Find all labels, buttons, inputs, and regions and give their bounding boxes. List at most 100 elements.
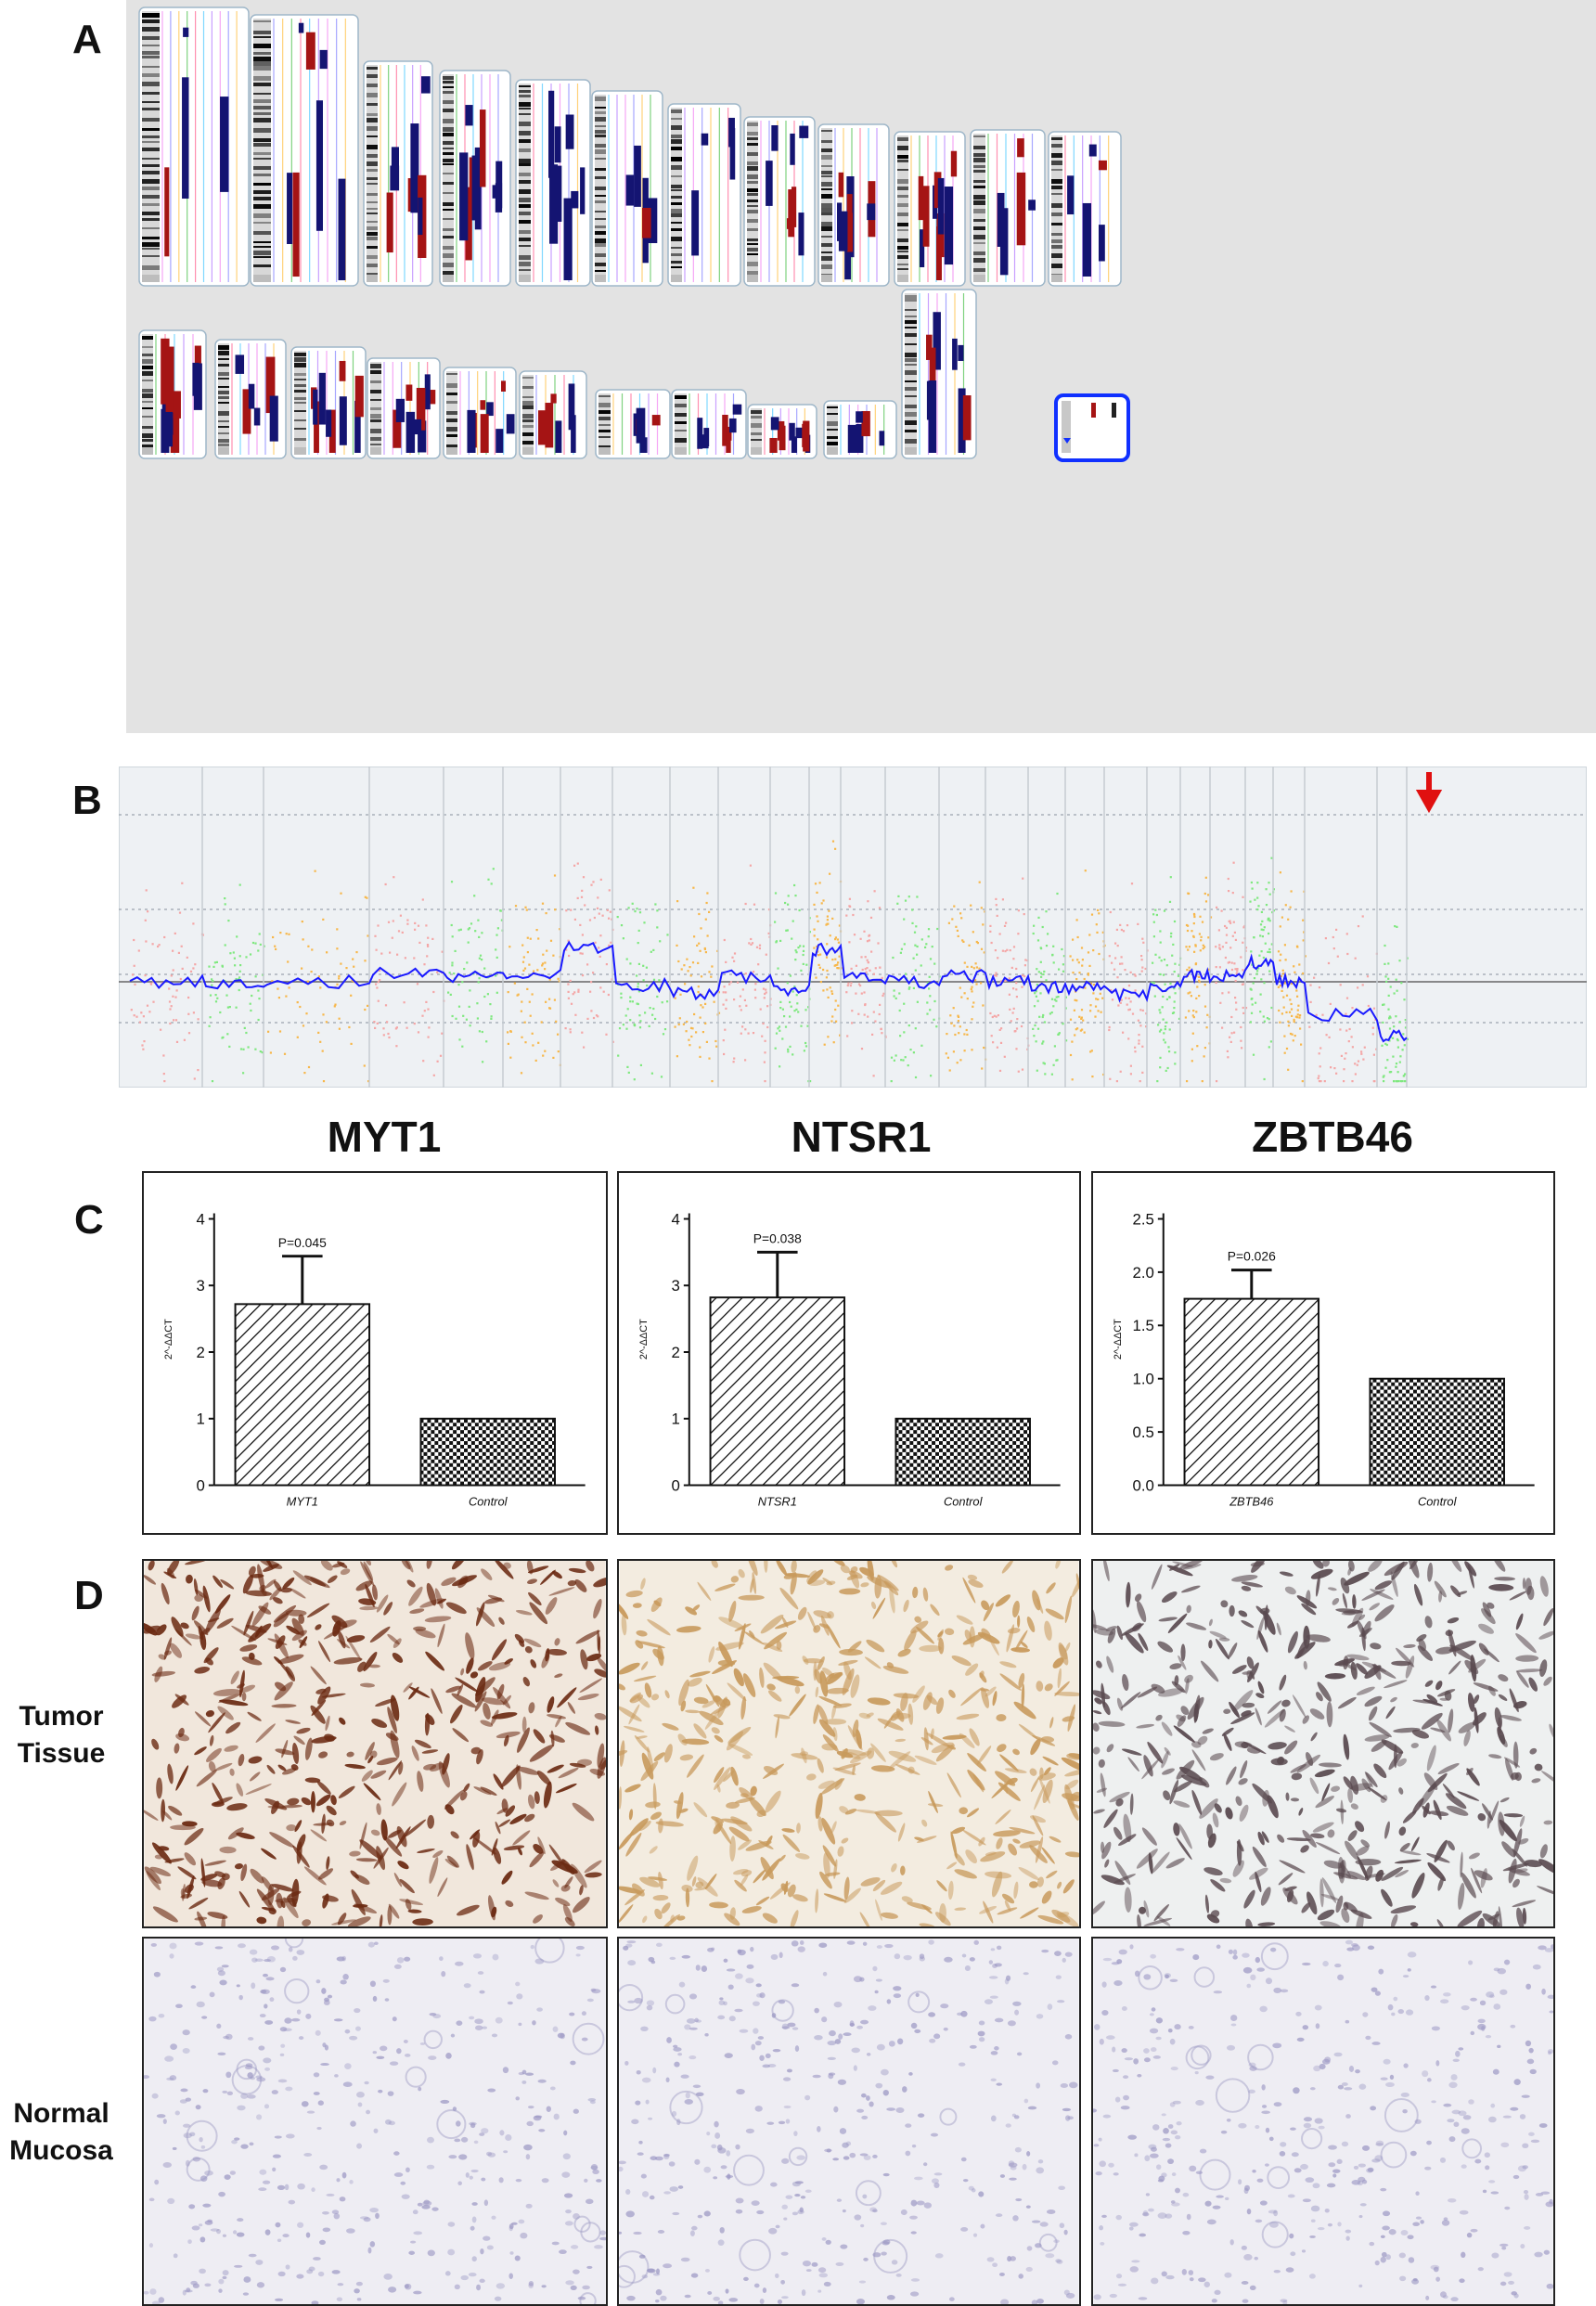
cell-nucleus (298, 2036, 304, 2041)
stained-cell (281, 1739, 289, 1758)
probe-dot (868, 934, 871, 936)
stained-cell (1064, 1642, 1071, 1653)
stained-cell (776, 1561, 788, 1576)
probe-dot (749, 864, 752, 867)
probe-dot (822, 899, 825, 902)
stained-cell (379, 1914, 383, 1926)
stained-cell (823, 1852, 830, 1878)
probe-dot (1389, 1016, 1392, 1019)
cell-nucleus (277, 2184, 286, 2190)
stained-cell (983, 1900, 994, 1924)
gland-structure (572, 2022, 605, 2055)
cell-nucleus (463, 1983, 471, 1989)
stained-cell (1191, 1789, 1203, 1815)
stained-cell (1460, 1851, 1463, 1878)
probe-dot (1279, 985, 1281, 987)
cell-nucleus (154, 2179, 160, 2185)
stained-cell (1422, 1698, 1443, 1707)
probe-dot (525, 908, 528, 911)
probe-dot (1169, 982, 1172, 985)
probe-dot (552, 954, 555, 957)
cnv-segment (538, 410, 547, 445)
probe-dot (1062, 963, 1064, 966)
stained-cell (184, 1884, 194, 1893)
probe-dot (145, 889, 148, 892)
probe-dot (637, 990, 640, 993)
stained-cell (959, 1807, 969, 1815)
probe-dot (1039, 972, 1042, 974)
stained-cell (1116, 1625, 1124, 1641)
probe-dot (1263, 982, 1266, 985)
cnv-segment (879, 431, 885, 446)
stained-cell (1242, 1702, 1255, 1708)
probe-dot (1021, 986, 1023, 988)
probe-dot (700, 927, 702, 930)
stained-cell (866, 1712, 874, 1718)
stained-cell (763, 1662, 783, 1681)
chromosome-segment (564, 862, 614, 1049)
probe-dot (832, 1041, 835, 1044)
probe-dot (277, 987, 279, 990)
stained-cell (1270, 1758, 1288, 1766)
stained-cell (1352, 1594, 1357, 1609)
stained-cell (995, 1771, 1016, 1786)
probe-dot (1229, 947, 1232, 949)
chromosome-band (142, 141, 160, 143)
stained-cell (628, 1704, 640, 1725)
probe-dot (800, 969, 803, 972)
probe-dot (867, 961, 869, 964)
stained-cell (1391, 1660, 1411, 1667)
chromosome-band (370, 429, 381, 433)
cell-nucleus (423, 2199, 431, 2205)
probe-dot (573, 991, 576, 994)
stained-cell (817, 1705, 829, 1725)
probe-dot (183, 1038, 186, 1041)
stained-cell (144, 1809, 159, 1821)
cnv-segment (936, 213, 945, 258)
probe-dot (680, 968, 683, 971)
chromosome-label-box (142, 275, 160, 282)
probe-dot (1303, 931, 1306, 934)
cnv-segment (691, 190, 700, 256)
stained-cell (1430, 1727, 1446, 1733)
chromosome-band (443, 127, 454, 132)
y-tick-label: 3 (197, 1277, 205, 1295)
probe-dot (1389, 986, 1392, 988)
stained-cell (423, 1763, 437, 1771)
cell-nucleus (481, 2128, 489, 2134)
stained-cell (1436, 1719, 1451, 1742)
cell-nucleus (336, 2297, 343, 2302)
stained-cell (261, 1848, 277, 1860)
chromosome-band (142, 212, 160, 215)
cell-nucleus (515, 1981, 521, 1987)
probe-dot (133, 1014, 135, 1017)
probe-dot (926, 1012, 929, 1015)
stained-cell (1178, 1823, 1192, 1849)
probe-dot (319, 1040, 322, 1043)
probe-dot (1225, 926, 1228, 929)
probe-dot (827, 1036, 830, 1038)
probe-dot (913, 931, 917, 934)
probe-dot (823, 1043, 826, 1046)
stained-cell (1390, 1696, 1397, 1703)
probe-dot (1099, 992, 1101, 995)
cnv-segment (771, 124, 779, 151)
cell-nucleus (369, 1980, 376, 1988)
stained-cell (1498, 1674, 1509, 1682)
probe-dot (758, 944, 762, 947)
cell-nucleus (1053, 2239, 1060, 2243)
stained-cell (1368, 1706, 1378, 1721)
chromosome-band (142, 195, 160, 199)
chromosome-ideogram (591, 90, 663, 287)
stained-cell (1232, 1690, 1254, 1712)
probe-dot (1003, 924, 1007, 927)
probe-dot (1391, 1037, 1395, 1039)
stained-cell (1020, 1907, 1039, 1919)
stained-cell (919, 1923, 935, 1926)
cell-nucleus (575, 1945, 585, 1951)
cnv-segment (550, 393, 557, 404)
probe-dot (441, 1032, 444, 1035)
cnv-segment (926, 380, 933, 420)
stained-cell (817, 1655, 825, 1670)
probe-dot (148, 1011, 151, 1013)
